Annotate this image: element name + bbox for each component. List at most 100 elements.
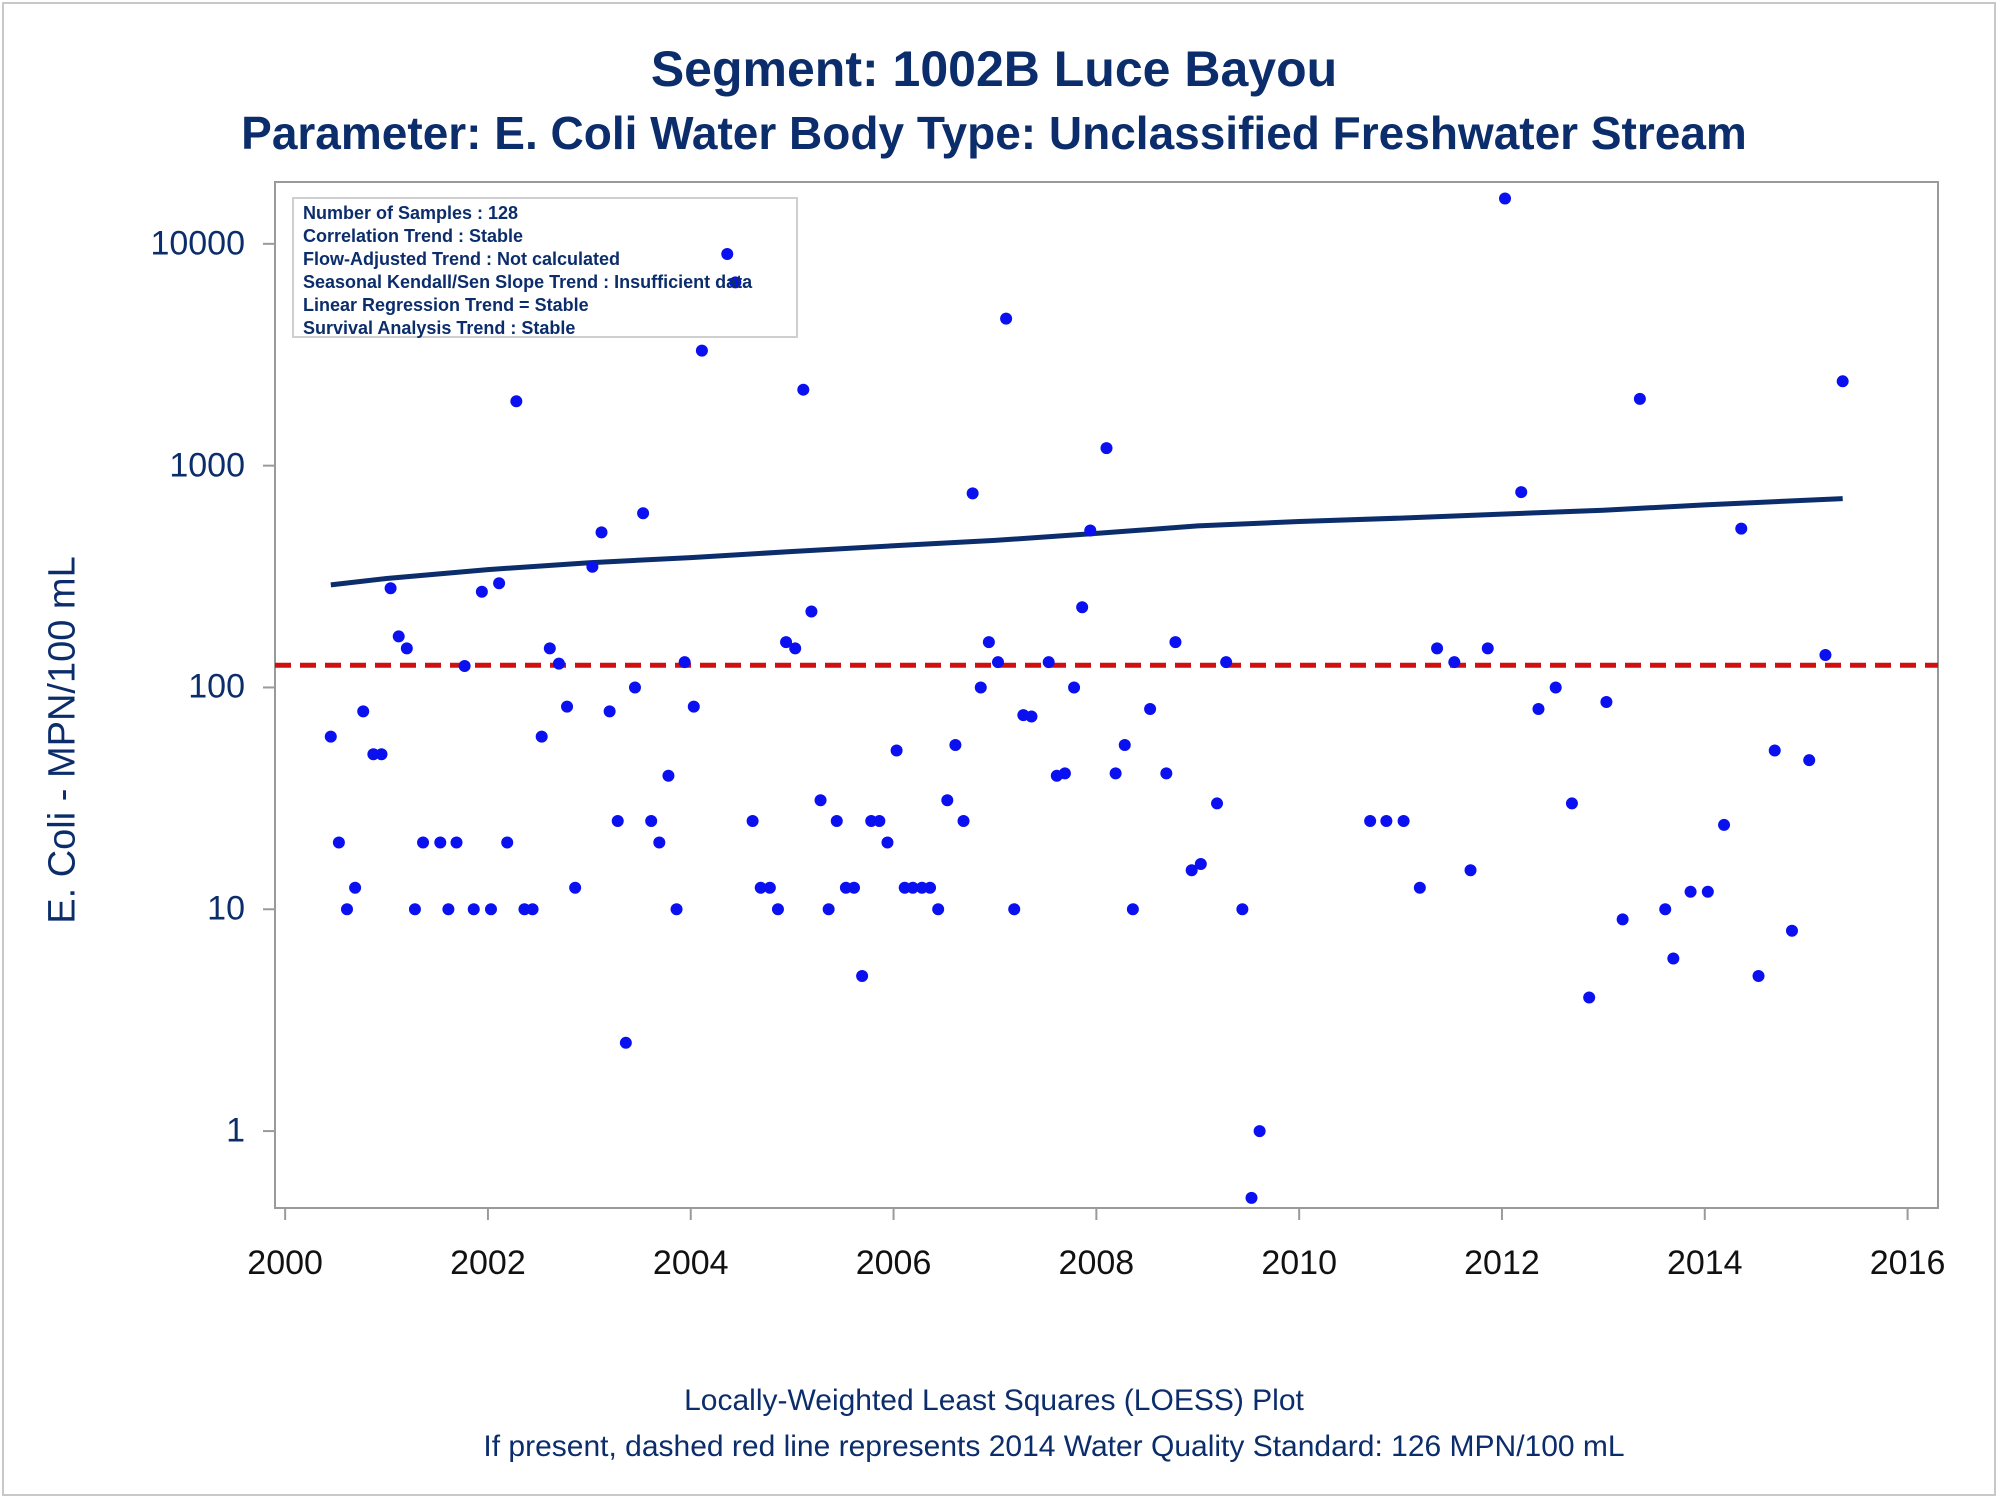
data-point: [1245, 1191, 1258, 1204]
data-point: [1236, 903, 1249, 916]
data-point: [535, 730, 548, 743]
data-point: [932, 903, 945, 916]
x-tick-label: 2004: [652, 1244, 729, 1282]
data-point: [619, 1036, 632, 1049]
x-tick-label: 2014: [1666, 1244, 1743, 1282]
data-point: [670, 903, 683, 916]
data-point: [1211, 797, 1224, 810]
data-point: [1185, 864, 1198, 877]
data-point: [1768, 744, 1781, 757]
data-point: [906, 881, 919, 894]
data-point: [1532, 702, 1545, 715]
y-tick-label: 1: [226, 1111, 245, 1150]
data-point: [1100, 442, 1113, 455]
data-point: [340, 903, 353, 916]
data-point: [1600, 695, 1613, 708]
data-point: [1058, 767, 1071, 780]
x-tick-label: 2006: [855, 1244, 932, 1282]
data-point: [1126, 903, 1139, 916]
chart-subtitle: Parameter: E. Coli Water Body Type: Uncl…: [241, 107, 1747, 159]
x-tick-label: 2002: [450, 1244, 526, 1282]
data-point: [687, 700, 700, 713]
data-point: [729, 276, 742, 289]
data-point: [1144, 702, 1157, 715]
data-point: [1684, 885, 1697, 898]
data-point: [475, 585, 488, 598]
data-point: [1118, 739, 1131, 752]
data-point: [1160, 767, 1173, 780]
data-point: [510, 395, 523, 408]
data-point: [1583, 991, 1596, 1004]
loess-line: [330, 496, 1843, 588]
data-point: [645, 814, 658, 827]
data-point: [949, 739, 962, 752]
data-point: [1431, 642, 1444, 655]
data-point: [349, 881, 362, 894]
data-point: [569, 881, 582, 894]
data-point: [982, 636, 995, 649]
data-point: [1364, 814, 1377, 827]
x-tick-label: 2000: [247, 1244, 323, 1282]
data-point: [653, 836, 666, 849]
data-point: [721, 247, 734, 260]
data-point: [357, 705, 370, 718]
data-point: [890, 744, 903, 757]
data-point: [1109, 767, 1122, 780]
data-point: [332, 836, 345, 849]
data-point: [848, 881, 861, 894]
y-tick-label: 100: [188, 667, 245, 706]
data-point: [941, 794, 954, 807]
data-point: [1397, 814, 1410, 827]
data-point: [611, 814, 624, 827]
y-tick-label: 10: [207, 889, 245, 928]
data-point: [552, 657, 565, 670]
summary-line-seasonal-kendall: Seasonal Kendall/Sen Slope Trend : Insuf…: [303, 272, 753, 292]
data-point: [408, 903, 421, 916]
data-point: [1701, 885, 1714, 898]
plot-border: [274, 181, 1939, 1209]
data-point: [1499, 192, 1512, 205]
data-point: [1464, 864, 1477, 877]
data-point: [924, 881, 937, 894]
data-point: [1008, 903, 1021, 916]
data-point: [771, 903, 784, 916]
data-point: [1000, 312, 1013, 325]
data-point: [1785, 924, 1798, 937]
data-point: [814, 794, 827, 807]
data-point: [678, 656, 691, 669]
data-point: [1659, 903, 1672, 916]
y-tick-label: 10000: [150, 224, 245, 263]
data-point: [1803, 754, 1816, 767]
data-point: [1380, 814, 1393, 827]
data-point: [543, 642, 556, 655]
data-point: [384, 582, 397, 595]
x-tick-label: 2012: [1464, 1244, 1540, 1282]
data-point: [957, 814, 970, 827]
data-point: [873, 814, 886, 827]
data-point: [822, 903, 835, 916]
data-point: [797, 383, 810, 396]
data-point: [1169, 636, 1182, 649]
data-point: [991, 656, 1004, 669]
data-point: [417, 836, 430, 849]
data-point: [324, 730, 337, 743]
data-point: [1076, 601, 1089, 614]
data-point: [1068, 681, 1081, 694]
summary-line-samples: Number of Samples : 128: [303, 203, 519, 223]
data-point: [442, 903, 455, 916]
summary-line-linear-regression: Linear Regression Trend = Stable: [303, 295, 589, 315]
x-tick-label: 2008: [1058, 1244, 1135, 1282]
footnote-loess: Locally-Weighted Least Squares (LOESS) P…: [684, 1384, 1304, 1417]
data-point: [830, 814, 843, 827]
data-point: [1253, 1125, 1266, 1138]
data-point: [754, 881, 767, 894]
data-point: [1633, 392, 1646, 405]
data-point: [484, 903, 497, 916]
data-point: [637, 507, 650, 520]
data-point: [805, 605, 818, 618]
data-point: [746, 814, 759, 827]
y-tick-label: 1000: [169, 446, 245, 485]
data-point: [1836, 375, 1849, 388]
data-point: [1084, 524, 1097, 537]
